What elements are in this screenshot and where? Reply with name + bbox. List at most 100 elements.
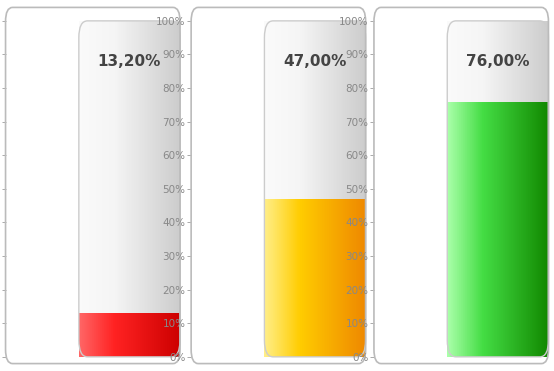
Bar (160, 312, 161, 357)
Bar (147, 21, 148, 357)
Bar (302, 199, 303, 357)
Bar (116, 312, 117, 357)
Bar (175, 21, 176, 357)
Bar (315, 199, 316, 357)
Bar (112, 312, 113, 357)
Bar (450, 21, 451, 357)
Bar (273, 21, 274, 357)
Bar (520, 21, 521, 357)
Bar (88, 21, 89, 357)
Bar (509, 21, 510, 357)
Bar (467, 21, 468, 357)
Bar (328, 21, 329, 357)
Bar (348, 199, 349, 357)
Bar (109, 21, 110, 357)
Bar (131, 312, 132, 357)
Bar (519, 21, 520, 357)
Bar (168, 312, 169, 357)
Bar (119, 21, 120, 357)
Bar (298, 199, 299, 357)
Bar (347, 199, 348, 357)
Bar (267, 199, 268, 357)
Bar (354, 199, 355, 357)
Bar (91, 312, 92, 357)
Bar (328, 199, 329, 357)
Bar (507, 102, 508, 357)
Bar (456, 102, 458, 357)
Bar (83, 21, 84, 357)
Bar (143, 21, 144, 357)
Bar (144, 21, 145, 357)
Bar (481, 102, 482, 357)
Bar (329, 199, 330, 357)
Bar (138, 312, 139, 357)
Bar (88, 312, 89, 357)
Bar (138, 21, 139, 357)
Bar (114, 21, 115, 357)
Bar (521, 21, 522, 357)
Bar (289, 199, 290, 357)
Bar (128, 312, 129, 357)
Bar (119, 312, 120, 357)
Bar (536, 21, 537, 357)
Bar (139, 21, 140, 357)
Bar (152, 21, 153, 357)
Bar (453, 21, 454, 357)
Bar (149, 21, 150, 357)
Bar (532, 21, 533, 357)
Bar (354, 21, 355, 357)
Bar (517, 21, 519, 357)
Bar (86, 312, 87, 357)
Bar (159, 312, 160, 357)
Bar (465, 102, 466, 357)
Bar (288, 21, 289, 357)
Bar (322, 199, 324, 357)
Bar (89, 312, 90, 357)
Bar (547, 21, 548, 357)
Bar (331, 199, 332, 357)
Bar (335, 199, 336, 357)
Bar (295, 21, 296, 357)
Bar (491, 21, 492, 357)
Bar (120, 21, 121, 357)
Bar (274, 21, 275, 357)
Bar (546, 21, 547, 357)
Bar (137, 21, 138, 357)
Bar (289, 199, 290, 357)
Bar (453, 102, 454, 357)
Bar (319, 21, 320, 357)
Bar (305, 21, 306, 357)
Bar (90, 21, 91, 357)
Bar (543, 102, 545, 357)
Bar (148, 312, 149, 357)
Bar (487, 102, 488, 357)
Bar (537, 102, 538, 357)
Bar (464, 102, 465, 357)
Bar (162, 312, 163, 357)
Bar (100, 21, 101, 357)
Bar (303, 199, 304, 357)
Bar (173, 312, 174, 357)
Bar (295, 199, 296, 357)
Bar (134, 312, 135, 357)
Bar (505, 102, 506, 357)
Bar (480, 21, 481, 357)
Bar (310, 21, 311, 357)
Bar (101, 312, 102, 357)
Bar (108, 312, 109, 357)
Bar (88, 21, 89, 357)
Bar (153, 312, 155, 357)
Bar (278, 199, 279, 357)
Bar (102, 21, 103, 357)
Bar (301, 199, 302, 357)
Bar (167, 21, 168, 357)
Bar (339, 199, 340, 357)
Bar (270, 21, 271, 357)
Bar (121, 312, 122, 357)
Bar (168, 312, 170, 357)
Bar (105, 312, 106, 357)
Bar (517, 102, 519, 357)
Bar (84, 312, 85, 357)
Bar (468, 21, 469, 357)
Bar (165, 312, 166, 357)
